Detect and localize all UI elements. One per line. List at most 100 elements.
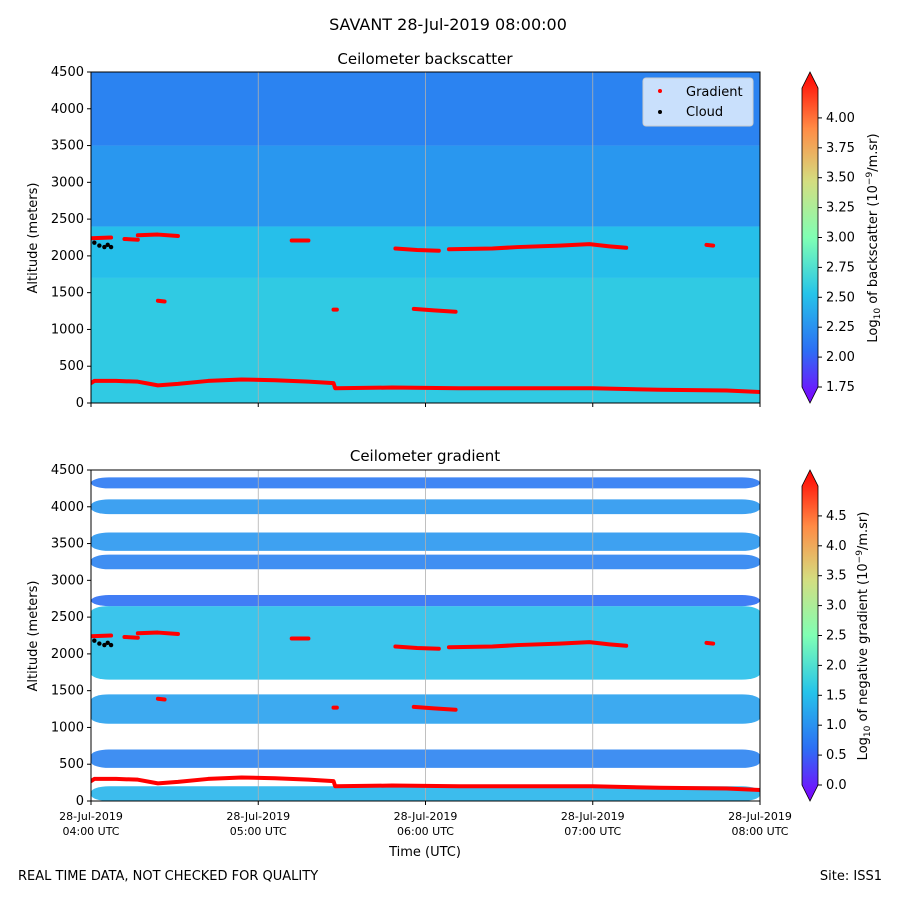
gradient-trace-segment [393, 644, 441, 651]
gradient-trace-segment [393, 246, 441, 253]
colorbar-tick-label: 2.75 [826, 260, 855, 275]
x-tick-label-time: 04:00 UTC [62, 825, 119, 838]
cloud-marker [105, 640, 110, 646]
gradient-ylabel: Altitude (meters) [26, 581, 41, 692]
cloud-marker [97, 243, 102, 248]
cloud-marker [102, 244, 107, 250]
gradient-trace-segment [704, 242, 716, 248]
gradient-y-axis: 0 500 1000 1500 2000 2500 3000 3500 4000 4500 [51, 463, 91, 809]
y-tick-label: 0 [76, 794, 84, 809]
y-tick-label: 4000 [51, 500, 84, 515]
x-tick-label-date: 28-Jul-2019 [226, 810, 290, 823]
gradient-trace-segment [704, 640, 716, 646]
gradient-trace-segment [411, 306, 458, 314]
cloud-marker [108, 642, 114, 648]
x-tick-label-time: 05:00 UTC [230, 825, 287, 838]
cloud-marker [105, 242, 110, 248]
gradient-trace-segment [155, 696, 167, 702]
y-tick-label: 3500 [51, 139, 84, 154]
gradient-xlabel: Time (UTC) [388, 845, 461, 860]
gradient-trace-segment [91, 633, 114, 639]
legend-box [642, 77, 754, 127]
colorbar-tick-label: 3.75 [826, 141, 855, 156]
gradient-x-axis: 28-Jul-2019 04:00 UTC 28-Jul-2019 05:00 UTC… [59, 801, 792, 838]
gradient-colorbar: 0.0 0.5 1.0 1.5 2.0 2.5 3.0 3.5 4.0 4.5 Log10 of … [801, 469, 873, 802]
x-tick-label-date: 28-Jul-2019 [59, 810, 123, 823]
y-tick-label: 500 [59, 757, 84, 772]
y-tick-label: 1500 [51, 286, 84, 301]
colorbar-tick-label: 4.0 [826, 539, 847, 554]
gradient-trace-segment [446, 640, 629, 650]
colorbar-tick-label: 1.5 [826, 688, 847, 703]
colorbar-tick-label: 4.5 [826, 509, 847, 524]
colorbar-tick-label: 1.0 [826, 718, 847, 733]
y-tick-label: 4500 [51, 65, 84, 80]
colorbar-tick-label: 3.0 [826, 599, 847, 614]
colorbar-tick-label: 3.50 [826, 171, 855, 186]
legend-cloud-label: Cloud [686, 105, 723, 120]
colorbar-tick-label: 0.0 [826, 778, 847, 793]
y-tick-label: 3500 [51, 537, 84, 552]
gradient-plot-area [91, 470, 760, 801]
x-tick-label-time: 07:00 UTC [564, 825, 621, 838]
y-tick-label: 4000 [51, 102, 84, 117]
y-tick-label: 1500 [51, 684, 84, 699]
y-tick-label: 3000 [51, 573, 84, 588]
cloud-marker [97, 641, 102, 646]
figure-suptitle: SAVANT 28-Jul-2019 08:00:00 [329, 15, 567, 34]
cloud-marker [92, 240, 97, 245]
colorbar-tick-label: 2.25 [826, 320, 855, 335]
colorbar-tick-label: 3.00 [826, 231, 855, 246]
legend-cloud-marker [658, 110, 662, 114]
y-tick-label: 500 [59, 359, 84, 374]
backscatter-colorbar-label: Log10 of backscatter (10−9/m.sr) [865, 133, 883, 342]
x-tick-label-time: 06:00 UTC [397, 825, 454, 838]
x-tick-label-time: 08:00 UTC [731, 825, 788, 838]
data-quality-note: REAL TIME DATA, NOT CHECKED FOR QUALITY [18, 869, 319, 884]
legend-gradient-label: Gradient [686, 85, 743, 100]
legend: Gradient Cloud [642, 77, 754, 127]
colorbar-tick-label: 0.5 [826, 748, 847, 763]
gradient-trace-segment [135, 232, 180, 239]
gradient-trace-segment [155, 298, 167, 304]
y-tick-label: 4500 [51, 463, 84, 478]
colorbar-tick-label: 2.50 [826, 290, 855, 305]
gradient-trace-segment [411, 704, 458, 712]
y-tick-label: 2000 [51, 647, 84, 662]
gradient-trace-surface [91, 377, 760, 394]
cloud-marker [108, 244, 114, 250]
y-tick-label: 2500 [51, 610, 84, 625]
gradient-trace-surface [91, 775, 760, 792]
y-tick-label: 0 [76, 396, 84, 411]
x-tick-label-date: 28-Jul-2019 [728, 810, 792, 823]
gradient-trace-segment [122, 236, 140, 242]
y-tick-label: 2500 [51, 212, 84, 227]
gradient-trace-segment [122, 634, 140, 640]
cloud-marker [102, 642, 107, 648]
gradient-colorbar-label: Log10 of negative gradient (10−9/m.sr) [855, 512, 873, 761]
gradient-trace-segment [91, 235, 114, 241]
gradient-colorbar-bar [801, 469, 819, 802]
legend-gradient-marker [658, 89, 662, 93]
site-label: Site: ISS1 [819, 869, 882, 884]
backscatter-y-axis: 0 500 1000 1500 2000 2500 3000 3500 4000 4500 [51, 65, 91, 411]
gradient-title: Ceilometer gradient [350, 447, 500, 465]
colorbar-tick-label: 2.5 [826, 629, 847, 644]
backscatter-colorbar: 1.75 2.00 2.25 2.50 2.75 3.00 3.25 3.50 3.75 4.00… [801, 71, 883, 404]
gradient-trace-segment [446, 242, 629, 252]
gradient-trace-segment [135, 630, 180, 637]
colorbar-tick-label: 2.00 [826, 350, 855, 365]
x-tick-label-date: 28-Jul-2019 [561, 810, 625, 823]
y-tick-label: 1000 [51, 322, 84, 337]
backscatter-colorbar-bar [801, 71, 819, 404]
cloud-marker [92, 638, 97, 643]
colorbar-tick-label: 4.00 [826, 111, 855, 126]
backscatter-x-ticks [90, 403, 761, 407]
colorbar-tick-label: 3.25 [826, 201, 855, 216]
colorbar-tick-label: 2.0 [826, 658, 847, 673]
x-tick-label-date: 28-Jul-2019 [394, 810, 458, 823]
backscatter-ylabel: Altitude (meters) [26, 183, 41, 294]
colorbar-tick-label: 3.5 [826, 569, 847, 584]
y-tick-label: 2000 [51, 249, 84, 264]
